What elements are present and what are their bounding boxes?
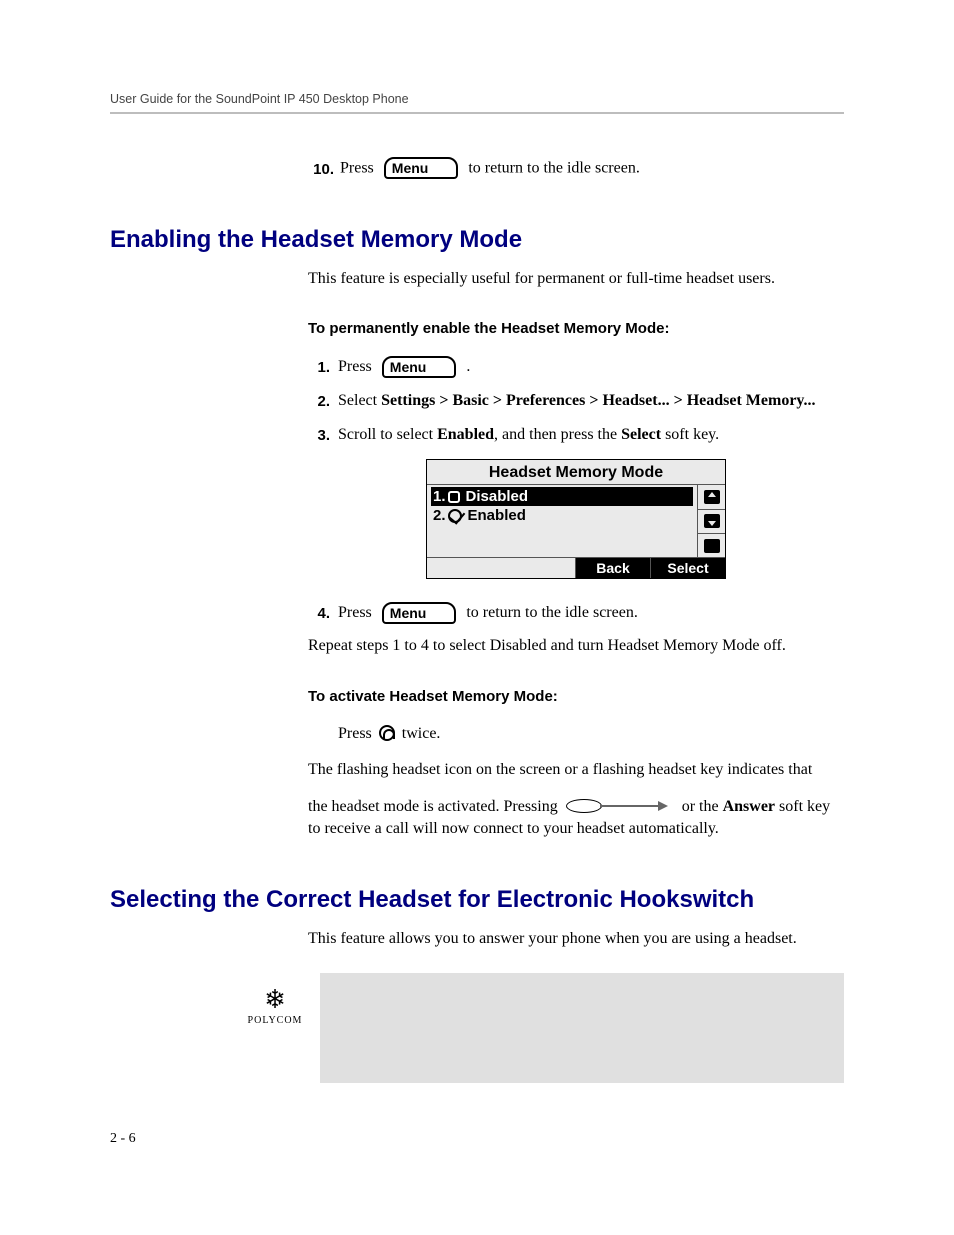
lcd-softkey-blank-1	[427, 558, 501, 578]
steps-list-2: 4. Press Menu to return to the idle scre…	[308, 601, 844, 625]
scroll-down-icon	[704, 514, 720, 528]
lcd-opt2-label: Enabled	[468, 507, 526, 524]
lcd-opt2-num: 2.	[433, 507, 446, 524]
step-3-b: Enabled	[437, 426, 494, 443]
radio-checked-icon	[448, 509, 462, 523]
header-rule	[110, 112, 844, 114]
flash2-b: or the	[682, 798, 723, 815]
running-header: User Guide for the SoundPoint IP 450 Des…	[110, 92, 844, 106]
scroll-thumb-icon	[704, 539, 720, 553]
lcd-option-enabled: 2. Enabled	[431, 506, 693, 525]
lcd-opt1-num: 1.	[433, 488, 446, 505]
polycom-logo-text: POLYCOM	[230, 1015, 320, 1026]
intro-paragraph-1: This feature is especially useful for pe…	[308, 268, 844, 290]
step-10-row: 10. Press Menu to return to the idle scr…	[308, 158, 844, 180]
heading-headset-memory: Enabling the Headset Memory Mode	[110, 226, 844, 254]
step-4-number: 4.	[308, 605, 330, 622]
subhead-activate: To activate Headset Memory Mode:	[308, 688, 844, 705]
polycom-logo: ❄ POLYCOM	[230, 973, 320, 1026]
lcd-softkey-blank-2	[501, 558, 575, 578]
lcd-screenshot: Headset Memory Mode 1. Disabled 2. Enabl…	[426, 459, 726, 579]
heading-hookswitch: Selecting the Correct Headset for Electr…	[110, 886, 844, 914]
menu-button-icon: Menu	[384, 157, 459, 179]
lcd-scrollbar	[697, 485, 725, 557]
lcd-title: Headset Memory Mode	[427, 460, 725, 485]
step-3-a: Scroll to select	[338, 426, 437, 443]
step-4-post: to return to the idle screen.	[466, 604, 638, 621]
speakerphone-key-icon	[566, 799, 674, 815]
step-2-pre: Select	[338, 392, 381, 409]
page-number: 2 - 6	[110, 1131, 136, 1147]
steps-list-1: 1. Press Menu . 2. Select Settings > Bas…	[308, 355, 844, 447]
lcd-softkey-back: Back	[575, 558, 650, 578]
flash2-a: the headset mode is activated. Pressing	[308, 798, 562, 815]
menu-button-icon: Menu	[382, 602, 457, 624]
step-1-post: .	[466, 358, 470, 375]
flash2-c: Answer	[723, 798, 775, 815]
flashing-line-2: the headset mode is activated. Pressing …	[308, 796, 844, 841]
note-box	[320, 973, 844, 1083]
step-3-row: 3. Scroll to select Enabled, and then pr…	[308, 423, 844, 447]
press-twice-a: Press	[338, 725, 376, 742]
lcd-softkey-select: Select	[650, 558, 725, 578]
step-3-e: soft key.	[661, 426, 719, 443]
note-block: ❄ POLYCOM	[230, 973, 844, 1083]
step-10-text-pre: Press	[340, 160, 374, 177]
radio-unchecked-icon	[448, 491, 460, 503]
subhead-permanently-enable: To permanently enable the Headset Memory…	[308, 320, 844, 337]
step-4-row: 4. Press Menu to return to the idle scre…	[308, 601, 844, 625]
step-10-number: 10.	[308, 161, 334, 178]
step-2-number: 2.	[308, 393, 330, 410]
step-1-row: 1. Press Menu .	[308, 355, 844, 379]
menu-button-icon: Menu	[382, 356, 457, 378]
step-2-row: 2. Select Settings > Basic > Preferences…	[308, 389, 844, 413]
press-twice-b: twice.	[402, 725, 441, 742]
step-1-number: 1.	[308, 359, 330, 376]
lcd-opt1-label: Disabled	[466, 488, 529, 505]
step-3-c: , and then press the	[494, 426, 621, 443]
scroll-up-icon	[704, 490, 720, 504]
press-twice-line: Press twice.	[338, 723, 844, 745]
step-2-menu-path: Settings > Basic > Preferences > Headset…	[381, 392, 815, 409]
flashing-line-1: The flashing headset icon on the screen …	[308, 759, 844, 781]
step-10-text-post: to return to the idle screen.	[468, 160, 640, 177]
headset-key-icon	[379, 725, 395, 741]
step-3-d: Select	[621, 426, 661, 443]
step-1-pre: Press	[338, 358, 372, 375]
polycom-logo-mark-icon: ❄	[230, 987, 320, 1013]
hookswitch-intro: This feature allows you to answer your p…	[308, 928, 844, 950]
lcd-option-disabled: 1. Disabled	[431, 487, 693, 506]
repeat-paragraph: Repeat steps 1 to 4 to select Disabled a…	[308, 635, 844, 657]
step-4-pre: Press	[338, 604, 372, 621]
step-3-number: 3.	[308, 427, 330, 444]
